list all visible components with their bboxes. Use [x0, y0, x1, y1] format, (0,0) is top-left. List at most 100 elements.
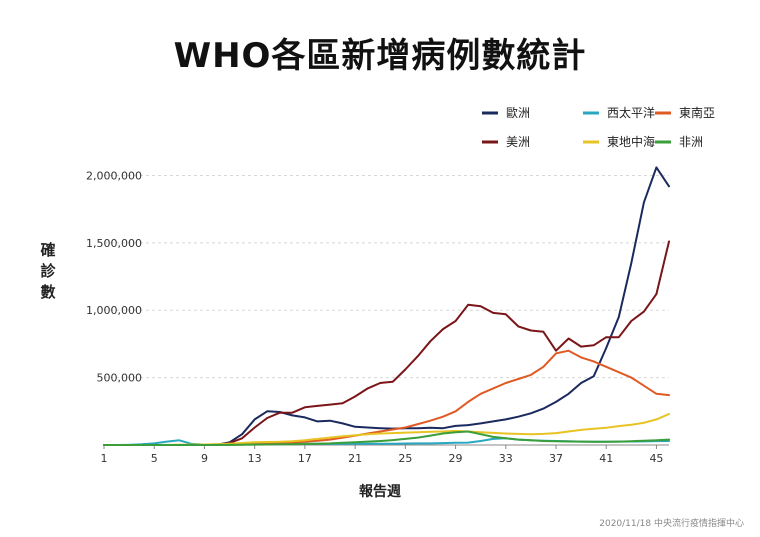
- data-point: [655, 393, 658, 395]
- data-point: [605, 347, 607, 349]
- data-point: [630, 320, 633, 322]
- data-point: [555, 349, 557, 352]
- data-point: [417, 431, 419, 434]
- x-tick-label: 17: [298, 452, 312, 465]
- data-point: [366, 433, 369, 436]
- data-point: [228, 444, 231, 446]
- data-point: [517, 325, 520, 328]
- data-point: [479, 393, 482, 395]
- data-point: [542, 407, 545, 410]
- data-point: [316, 438, 319, 440]
- data-point: [567, 393, 570, 395]
- data-point: [479, 305, 482, 308]
- data-point: [304, 416, 306, 419]
- data-point: [404, 426, 407, 429]
- data-point: [354, 395, 356, 398]
- data-point: [668, 240, 670, 243]
- series-line-非洲: [103, 430, 670, 446]
- data-point: [379, 430, 382, 433]
- data-point: [442, 432, 444, 435]
- data-point: [605, 427, 607, 429]
- data-point: [630, 376, 633, 379]
- data-point: [366, 426, 369, 429]
- data-point: [618, 371, 620, 374]
- data-point: [442, 430, 444, 433]
- data-point: [630, 262, 633, 264]
- data-point: [178, 444, 181, 446]
- x-tick-label: 33: [499, 452, 513, 465]
- data-point: [366, 387, 369, 390]
- data-point: [643, 384, 645, 387]
- legend-label: 東地中海: [607, 134, 655, 149]
- x-tick-label: 21: [348, 452, 362, 465]
- data-point: [655, 293, 658, 295]
- data-point: [379, 443, 382, 445]
- data-point: [517, 415, 520, 418]
- data-point: [354, 426, 356, 428]
- x-axis-label: 報告週: [359, 484, 401, 500]
- data-point: [505, 382, 507, 384]
- data-point: [392, 442, 394, 445]
- data-point: [530, 329, 532, 332]
- source-footer: 2020/11/18 中央流行疫情指揮中心: [599, 519, 744, 529]
- data-point: [442, 442, 444, 444]
- data-point: [492, 438, 495, 440]
- data-point: [417, 442, 419, 445]
- data-point: [479, 422, 482, 425]
- data-point: [630, 424, 633, 426]
- data-point: [505, 432, 507, 435]
- y-tick-label: 1,500,000: [86, 237, 142, 250]
- data-point: [253, 426, 256, 429]
- data-point: [592, 375, 595, 378]
- data-point: [655, 166, 658, 169]
- x-tick-label: 37: [549, 452, 563, 465]
- data-point: [567, 440, 570, 443]
- data-point: [479, 440, 482, 442]
- data-point: [279, 411, 281, 414]
- data-point: [643, 310, 645, 313]
- legend-label: 美洲: [506, 135, 530, 149]
- data-point: [241, 437, 243, 440]
- data-point: [279, 441, 281, 443]
- data-point: [166, 444, 168, 446]
- data-point: [618, 336, 620, 339]
- y-axis-label-char: 數: [40, 283, 56, 301]
- data-point: [655, 439, 658, 442]
- series-line-美洲: [103, 240, 670, 446]
- data-point: [253, 418, 256, 421]
- y-tick-label: 500,000: [97, 372, 143, 385]
- data-point: [216, 444, 218, 446]
- legend-label: 非洲: [679, 135, 703, 149]
- data-point: [580, 429, 582, 431]
- data-point: [567, 337, 570, 340]
- data-point: [580, 440, 582, 443]
- data-point: [517, 433, 520, 435]
- data-point: [379, 432, 382, 435]
- data-point: [467, 430, 469, 433]
- data-point: [505, 437, 507, 440]
- data-point: [379, 427, 382, 430]
- data-point: [668, 394, 670, 396]
- data-point: [492, 312, 495, 314]
- data-point: [417, 355, 419, 357]
- data-point: [379, 440, 382, 442]
- data-point: [429, 442, 432, 445]
- axes: 500,000 1,000,000 1,500,000 2,000,000 1 5 9 13 1…: [86, 169, 669, 465]
- data-point: [454, 442, 457, 444]
- x-tick-label: 45: [649, 452, 663, 465]
- data-point: [530, 433, 532, 436]
- data-point: [605, 441, 607, 443]
- data-point: [341, 402, 344, 405]
- data-point: [392, 432, 394, 434]
- data-point: [241, 433, 243, 436]
- data-point: [291, 443, 294, 446]
- y-tick-label: 1,000,000: [86, 304, 142, 317]
- legend-label: 西太平洋: [607, 105, 655, 120]
- data-point: [341, 435, 344, 438]
- data-point: [417, 436, 419, 439]
- data-point: [266, 441, 269, 443]
- data-point: [266, 443, 269, 446]
- data-point: [517, 438, 520, 441]
- data-point: [454, 425, 457, 427]
